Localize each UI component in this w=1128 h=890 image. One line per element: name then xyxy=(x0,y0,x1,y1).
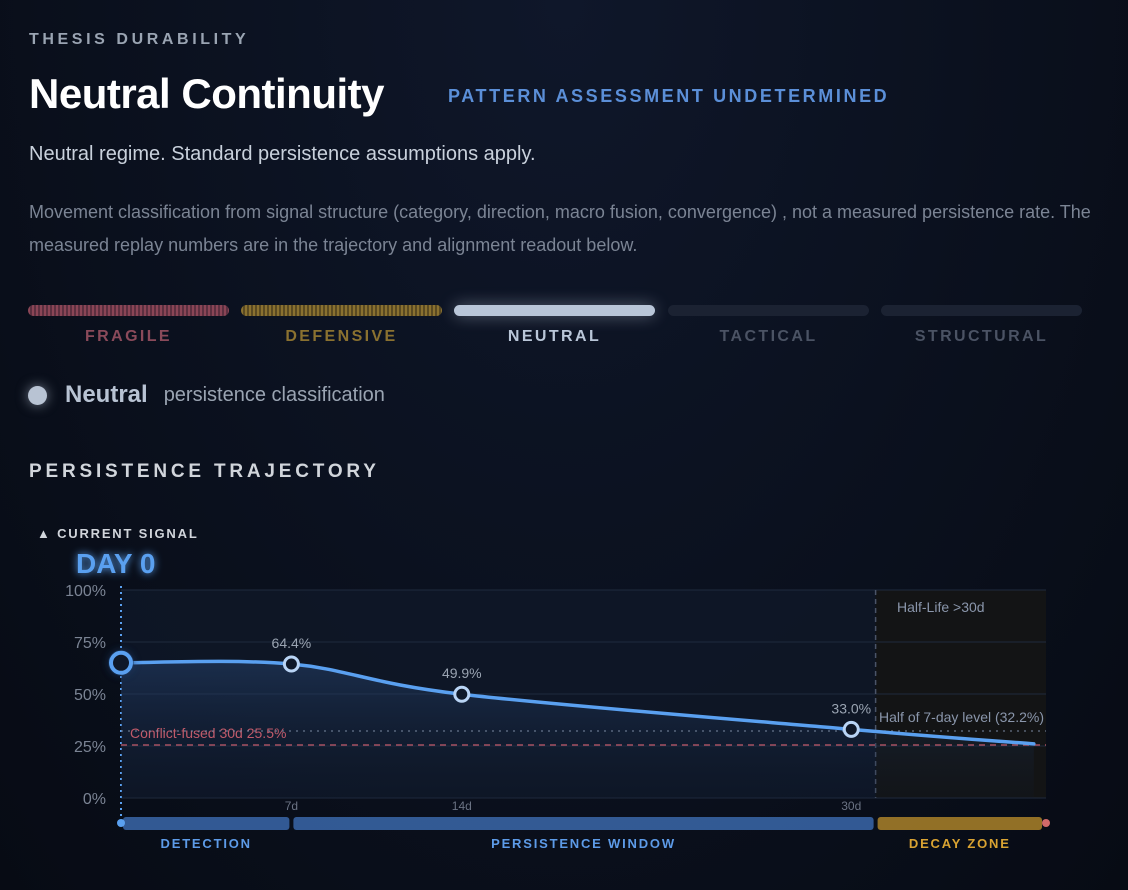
pattern-assessment-badge: PATTERN ASSESSMENT UNDETERMINED xyxy=(448,86,890,106)
phase-start-dot xyxy=(117,819,125,827)
phase-label: PERSISTENCE WINDOW xyxy=(491,836,676,851)
classification-description: persistence classification xyxy=(163,383,385,406)
y-tick-label: 50% xyxy=(74,687,106,704)
x-tick-label: 7d xyxy=(285,799,298,813)
scale-bar xyxy=(28,305,229,316)
day-zero-label: DAY 0 xyxy=(76,548,155,579)
section-eyebrow: THESIS DURABILITY xyxy=(29,31,250,48)
current-point-marker xyxy=(109,650,133,675)
trajectory-point xyxy=(842,720,860,738)
scale-label: STRUCTURAL xyxy=(914,328,1049,345)
scale-label: NEUTRAL xyxy=(507,328,602,345)
scale-segment-tactical: TACTICAL xyxy=(668,305,869,346)
point-value-label: 64.4% xyxy=(272,635,312,651)
x-tick-label: 14d xyxy=(452,799,472,813)
trajectory-point xyxy=(453,685,471,703)
classification-dot-icon xyxy=(28,385,47,405)
point-value-label: 49.9% xyxy=(442,665,482,681)
phase-bar xyxy=(123,817,290,830)
trajectory-line xyxy=(119,659,1036,746)
phase-label: DECAY ZONE xyxy=(909,836,1011,851)
scale-segment-fragile: FRAGILE xyxy=(28,305,229,346)
phase-bar xyxy=(293,817,874,830)
y-tick-label: 100% xyxy=(65,583,106,600)
half-life-label: Half-Life >30d xyxy=(897,599,985,615)
scale-bar xyxy=(241,305,442,316)
scale-segment-neutral: NEUTRAL xyxy=(454,305,655,346)
conflict-reference-label: Conflict-fused 30d 25.5% xyxy=(130,725,286,741)
page-title: Neutral Continuity xyxy=(29,70,385,117)
scale-bar xyxy=(668,305,869,316)
y-tick-label: 75% xyxy=(74,635,106,652)
y-tick-label: 0% xyxy=(83,791,106,808)
trajectory-point xyxy=(282,655,300,673)
trajectory-section-title: PERSISTENCE TRAJECTORY xyxy=(29,461,380,482)
point-value-label: 33.0% xyxy=(831,700,871,716)
scale-segment-defensive: DEFENSIVE xyxy=(241,305,442,346)
persistence-scale: FRAGILE DEFENSIVE NEUTRAL TACTICAL STRUC… xyxy=(28,305,1082,355)
classification-name: Neutral xyxy=(65,381,148,408)
phase-label: DETECTION xyxy=(161,836,252,851)
scale-bar xyxy=(881,305,1082,316)
scale-bar xyxy=(454,305,655,316)
half-level-reference-label: Half of 7-day level (32.2%) xyxy=(879,709,1044,725)
y-tick-label: 25% xyxy=(74,739,106,756)
phase-bar xyxy=(877,817,1042,830)
classification-row: Neutral persistence classification xyxy=(28,381,385,409)
phase-end-dot xyxy=(1042,819,1050,827)
trajectory-area xyxy=(121,661,1034,798)
scale-label: DEFENSIVE xyxy=(285,328,398,345)
methodology-note: Movement classification from signal stru… xyxy=(29,202,1091,255)
x-tick-label: 30d xyxy=(841,799,861,813)
scale-label: FRAGILE xyxy=(84,328,173,345)
scale-segment-structural: STRUCTURAL xyxy=(881,305,1082,346)
current-signal-label: ▲ CURRENT SIGNAL xyxy=(37,526,199,541)
regime-summary: Neutral regime. Standard persistence ass… xyxy=(29,143,536,165)
scale-label: TACTICAL xyxy=(719,328,818,345)
